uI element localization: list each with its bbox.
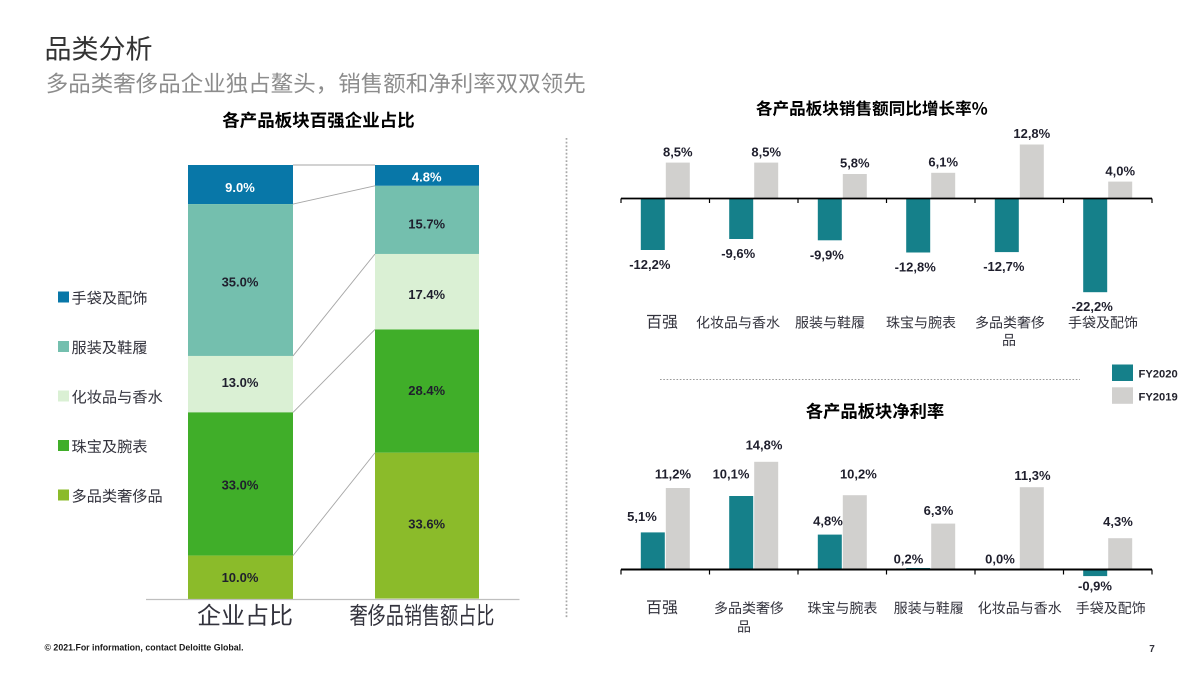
svg-text:-9,9%: -9,9% [810, 247, 844, 262]
svg-text:13.0%: 13.0% [222, 375, 259, 390]
svg-text:15.7%: 15.7% [408, 217, 445, 232]
svg-text:17.4%: 17.4% [408, 287, 445, 302]
svg-text:10,2%: 10,2% [840, 467, 877, 482]
svg-text:5,1%: 5,1% [627, 509, 657, 524]
svg-text:5,8%: 5,8% [840, 156, 870, 171]
svg-text:14,8%: 14,8% [746, 438, 783, 453]
svg-text:-12,7%: -12,7% [983, 259, 1025, 274]
svg-text:6,1%: 6,1% [928, 155, 958, 170]
svg-text:-22,2%: -22,2% [1072, 299, 1114, 314]
svg-text:FY2020: FY2020 [1139, 369, 1178, 381]
svg-text:12,8%: 12,8% [1013, 126, 1050, 141]
svg-text:4.8%: 4.8% [412, 170, 442, 185]
svg-text:11,3%: 11,3% [1014, 468, 1051, 483]
svg-text:8,5%: 8,5% [751, 144, 781, 159]
svg-text:4,3%: 4,3% [1103, 514, 1133, 529]
svg-text:-12,8%: -12,8% [895, 260, 937, 275]
svg-text:6,3%: 6,3% [924, 503, 954, 518]
svg-text:0,2%: 0,2% [894, 552, 924, 567]
svg-text:© 2021.For information, contac: © 2021.For information, contact Deloitte… [45, 643, 244, 653]
svg-text:-12,2%: -12,2% [629, 257, 671, 272]
svg-text:33.0%: 33.0% [222, 478, 259, 493]
svg-text:0,0%: 0,0% [985, 552, 1015, 567]
svg-text:-0,9%: -0,9% [1078, 579, 1112, 594]
svg-text:11,2%: 11,2% [655, 467, 692, 482]
svg-text:28.4%: 28.4% [408, 383, 445, 398]
svg-text:35.0%: 35.0% [222, 275, 259, 290]
svg-text:-9,6%: -9,6% [721, 246, 755, 261]
svg-text:10,1%: 10,1% [713, 467, 750, 482]
svg-text:9.0%: 9.0% [225, 180, 255, 195]
svg-text:4,0%: 4,0% [1105, 163, 1135, 178]
svg-text:8,5%: 8,5% [663, 144, 693, 159]
svg-text:FY2019: FY2019 [1139, 392, 1178, 404]
svg-text:10.0%: 10.0% [222, 570, 259, 585]
svg-text:33.6%: 33.6% [408, 517, 445, 532]
svg-text:4,8%: 4,8% [813, 514, 843, 529]
svg-text:7: 7 [1149, 644, 1155, 655]
